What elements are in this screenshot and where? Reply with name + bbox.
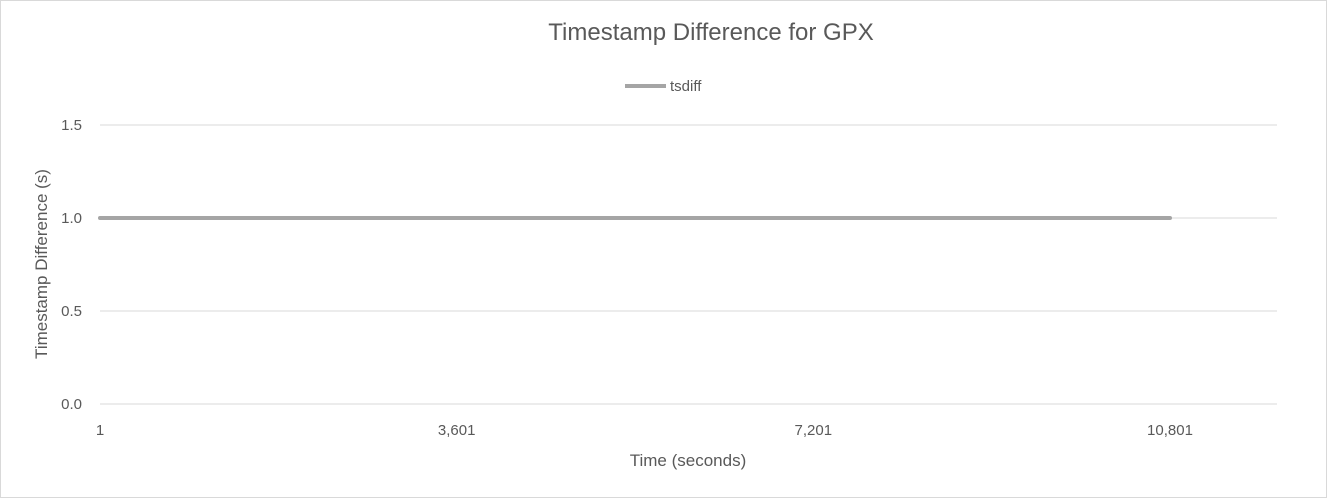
legend: tsdiff — [625, 78, 702, 95]
gridlines — [100, 124, 1277, 405]
chart-title: Timestamp Difference for GPX — [548, 19, 873, 46]
y-tick-label: 0.0 — [61, 396, 82, 413]
x-axis-label: Time (seconds) — [630, 451, 747, 470]
y-axis-ticks: 0.0 0.5 1.0 1.5 — [61, 117, 82, 413]
legend-label-tsdiff: tsdiff — [670, 78, 702, 95]
x-tick-label: 3,601 — [438, 422, 476, 439]
y-tick-label: 1.5 — [61, 117, 82, 134]
x-tick-label: 7,201 — [795, 422, 833, 439]
y-tick-label: 1.0 — [61, 210, 82, 227]
x-axis-ticks: 1 3,601 7,201 10,801 — [96, 422, 1193, 439]
y-axis-label: Timestamp Difference (s) — [32, 169, 51, 359]
y-tick-label: 0.5 — [61, 303, 82, 320]
x-tick-label: 1 — [96, 422, 104, 439]
x-tick-label: 10,801 — [1147, 422, 1193, 439]
